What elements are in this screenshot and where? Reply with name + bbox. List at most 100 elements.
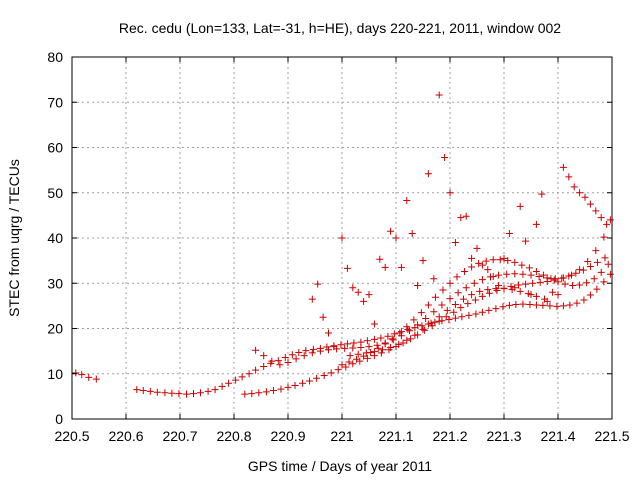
data-point [377,349,385,357]
data-point [465,311,473,319]
data-point [354,350,362,358]
data-point [430,308,438,316]
y-tick-label: 80 [47,49,63,65]
x-tick-label: 221.2 [432,428,467,444]
x-tick-label: 221.3 [486,428,521,444]
data-point [539,301,547,309]
data-point [600,278,608,286]
data-point [489,272,497,280]
data-point [421,326,429,334]
data-point [492,285,500,293]
data-point [532,220,540,228]
data-point [535,272,543,280]
data-point [606,216,614,224]
data-point [547,275,555,283]
data-point [541,295,548,303]
x-tick-label: 220.6 [108,428,143,444]
data-point [462,212,470,220]
data-point [583,279,591,287]
data-point [414,321,422,329]
data-point [500,254,508,262]
data-point [330,343,338,351]
data-point [435,313,443,321]
data-point [319,313,327,321]
data-point [403,323,411,331]
data-point [482,257,490,265]
data-point [604,260,612,268]
data-point [190,390,197,398]
data-point [350,339,358,347]
data-point [453,273,461,281]
data-point [325,329,332,337]
data-point [334,366,342,374]
y-tick-label: 30 [47,275,63,291]
data-point [276,361,284,369]
data-point [408,229,416,237]
data-point [516,287,524,295]
data-point [431,293,439,301]
data-point [590,275,598,283]
data-point [451,314,459,322]
data-point [362,349,370,357]
data-point [379,346,386,354]
data-point [292,355,300,363]
data-point [260,352,268,360]
data-point [457,304,465,312]
data-point [569,282,577,290]
data-point [288,351,296,359]
data-point [399,339,407,347]
data-point [586,263,594,271]
data-point [424,301,432,309]
data-point [427,319,435,327]
data-point [168,389,176,397]
data-point [470,279,478,287]
data-point [580,296,588,304]
data-point [252,366,260,374]
data-point [559,274,567,282]
data-point [343,340,351,348]
data-point [365,343,373,351]
data-point [505,301,513,309]
data-point [92,375,100,383]
data-point [295,348,303,356]
data-point [308,295,316,303]
data-point [370,320,378,328]
data-point [468,254,476,262]
data-point [360,297,368,305]
data-point [284,383,292,391]
data-point [554,291,562,299]
data-point [281,353,289,361]
x-tick-label: 221.4 [540,428,575,444]
data-point [353,355,361,363]
data-point [232,376,240,384]
data-point [300,352,308,360]
data-point [349,344,357,352]
data-point [493,286,501,294]
data-point [390,330,398,338]
data-point [316,347,324,355]
data-point [411,331,419,339]
data-point [603,220,611,228]
data-point [85,373,93,381]
data-point [559,302,567,310]
data-point [586,291,594,299]
data-point [553,302,561,310]
data-point [72,369,80,377]
data-point [527,271,535,279]
data-point [576,266,584,274]
data-point [345,358,353,366]
data-point [299,379,307,387]
data-point [349,360,357,368]
data-point [204,387,212,395]
data-point [381,340,389,348]
data-point [536,278,544,286]
data-point [419,257,427,265]
data-point [504,257,512,265]
y-tick-labels: 0 10 20 30 40 50 60 70 80 [47,49,63,427]
y-tick-label: 0 [55,411,63,427]
data-point [354,288,362,296]
data-point [381,263,389,271]
data-point [211,386,219,394]
data-point [392,234,400,242]
